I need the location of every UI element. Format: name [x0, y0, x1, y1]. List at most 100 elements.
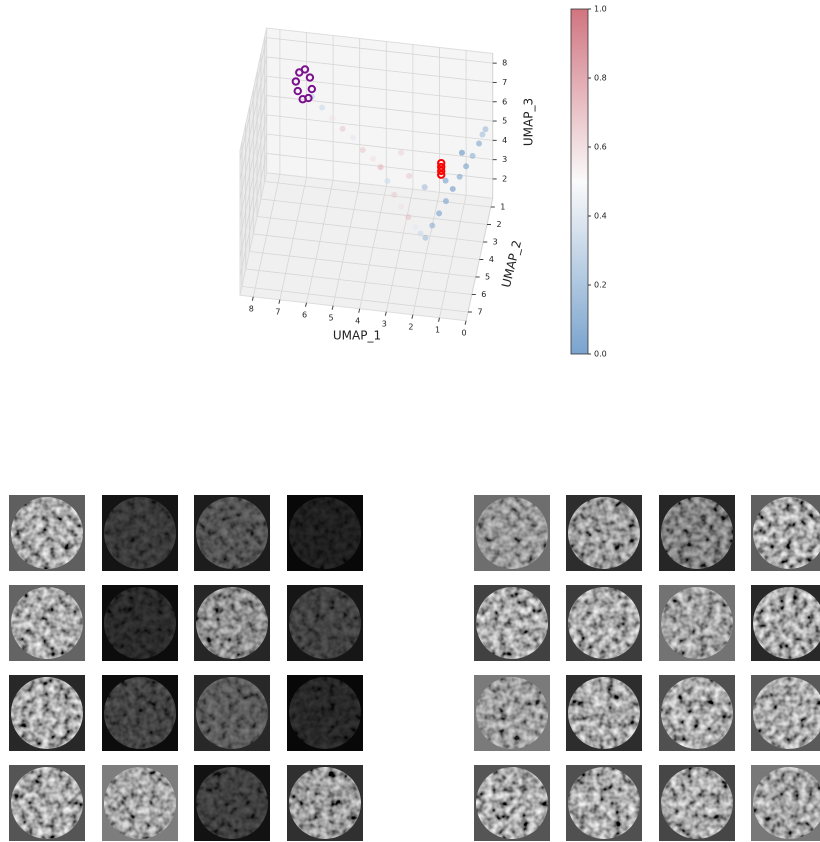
figure: 01234567812345672345678 0.00.20.40.60.81… [0, 0, 820, 842]
image-tile [102, 585, 178, 661]
back-pane [267, 28, 493, 198]
colorbar-tick-label: 0.2 [594, 281, 607, 290]
z-tick-label: 4 [502, 136, 507, 145]
y-tick-label: 7 [477, 308, 482, 317]
x-tick-label: 7 [275, 307, 280, 316]
image-tile [194, 675, 270, 751]
x-axis-label: UMAP_1 [333, 329, 381, 343]
image-tile [9, 765, 85, 841]
point [398, 150, 404, 156]
colorbar-tick-label: 0.6 [594, 143, 607, 152]
colorbar-gradient [571, 9, 588, 354]
image-tile [566, 495, 642, 571]
x-tick [412, 315, 413, 319]
point [413, 224, 419, 230]
y-tick-label: 4 [489, 255, 494, 264]
x-tick-label: 5 [329, 313, 334, 322]
image-tile [751, 765, 820, 841]
point [398, 204, 404, 210]
z-tick-label: 6 [502, 97, 507, 106]
point [418, 230, 424, 236]
y-tick-label: 3 [493, 238, 498, 247]
colorbar-tick-label: 1.0 [594, 5, 607, 14]
point [457, 174, 463, 180]
image-tile [659, 495, 735, 571]
colorbar: 0.0 0.2 0.4 0.6 0.8 1.0 [571, 5, 607, 359]
x-tick [332, 306, 333, 310]
point [470, 153, 476, 159]
x-tick-label: 3 [382, 319, 387, 328]
image-tile [9, 495, 85, 571]
image-tile [566, 675, 642, 751]
colorbar-tick-label: 0.0 [594, 350, 607, 359]
image-tile [474, 765, 550, 841]
image-tile [287, 495, 363, 571]
point [482, 126, 488, 132]
image-tile [102, 765, 178, 841]
point [443, 178, 449, 184]
point [463, 163, 469, 169]
point [450, 186, 456, 192]
z-tick-label: 2 [502, 174, 507, 183]
x-tick-label: 0 [462, 328, 467, 337]
y-tick-label: 2 [496, 220, 501, 229]
point [479, 132, 485, 138]
image-tile [659, 765, 735, 841]
image-tile [102, 675, 178, 751]
image-tile [474, 495, 550, 571]
point [436, 210, 442, 216]
image-tile [751, 675, 820, 751]
image-tile [659, 585, 735, 661]
image-tile [659, 675, 735, 751]
z-tick-label: 5 [502, 117, 507, 126]
image-tile [751, 585, 820, 661]
point [429, 223, 435, 229]
image-tile [566, 765, 642, 841]
z-tick-label: 7 [502, 78, 507, 87]
point [340, 126, 346, 132]
point [384, 178, 390, 184]
image-tile [9, 585, 85, 661]
image-tile [194, 765, 270, 841]
point [422, 235, 428, 241]
scatter-3d: 01234567812345672345678 [240, 28, 507, 337]
x-tick-label: 6 [302, 310, 307, 319]
image-tile [9, 675, 85, 751]
colorbar-tick-label: 0.8 [594, 74, 607, 83]
image-tile [751, 495, 820, 571]
point [378, 164, 384, 170]
image-tile [287, 765, 363, 841]
colorbar-tick-label: 0.4 [594, 212, 607, 221]
image-tile [474, 585, 550, 661]
point [459, 150, 465, 156]
x-tick-label: 4 [355, 316, 360, 325]
y-axis-label: UMAP_2 [499, 239, 524, 289]
image-tile [474, 675, 550, 751]
z-tick-label: 3 [502, 155, 507, 164]
x-tick [306, 303, 307, 307]
z-axis-label: UMAP_3 [522, 98, 536, 146]
point [405, 214, 411, 220]
point [360, 147, 366, 153]
y-tick-label: 1 [500, 203, 505, 212]
image-tile [287, 675, 363, 751]
point [443, 198, 449, 204]
point [370, 156, 376, 162]
point [391, 192, 397, 198]
x-tick [465, 321, 466, 325]
x-tick-label: 8 [249, 304, 254, 313]
x-tick [252, 297, 253, 301]
z-tick-label: 8 [502, 59, 507, 68]
point [329, 115, 335, 121]
image-tile [287, 585, 363, 661]
x-tick [279, 300, 280, 304]
image-tile [566, 585, 642, 661]
y-tick-label: 5 [485, 273, 490, 282]
image-tile [102, 495, 178, 571]
x-tick [439, 318, 440, 322]
point [476, 141, 482, 147]
y-tick-label: 6 [481, 290, 486, 299]
point [350, 135, 356, 141]
image-grids [9, 495, 820, 841]
point [319, 104, 325, 110]
